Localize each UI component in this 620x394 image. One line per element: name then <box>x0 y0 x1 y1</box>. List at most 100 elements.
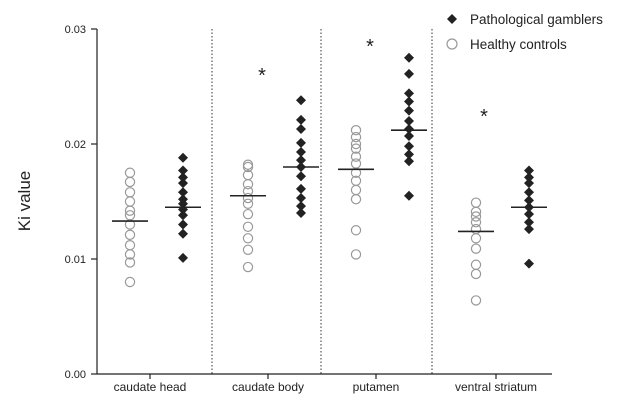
data-point-pathological-gamblers <box>296 171 306 182</box>
significance-marker-ventral-striatum: * <box>480 106 488 128</box>
data-point-pathological-gamblers <box>296 137 306 148</box>
data-point-pathological-gamblers <box>178 210 188 221</box>
data-point-pathological-gamblers <box>296 201 306 212</box>
legend-label-healthy-controls: Healthy controls <box>470 37 567 52</box>
category-separators <box>211 29 433 374</box>
data-point-healthy-controls <box>470 216 482 228</box>
data-point-pathological-gamblers <box>524 178 534 189</box>
data-point-healthy-controls <box>470 259 482 270</box>
data-point-healthy-controls <box>350 167 362 178</box>
data-point-pathological-gamblers <box>404 190 414 201</box>
data-point-healthy-controls <box>242 221 254 232</box>
y-tick-label: 0.03 <box>65 24 86 36</box>
data-point-pathological-gamblers <box>296 193 306 204</box>
data-point-healthy-controls <box>124 167 136 178</box>
y-tick-label: 0.00 <box>65 369 86 381</box>
data-point-healthy-controls <box>470 295 482 306</box>
legend-marker-healthy-controls <box>446 38 458 50</box>
data-point-pathological-gamblers <box>178 152 188 163</box>
data-point-healthy-controls <box>242 244 254 255</box>
data-point-healthy-controls <box>242 192 254 204</box>
median-lines <box>112 129 547 233</box>
data-point-healthy-controls <box>242 233 254 244</box>
data-point-healthy-controls <box>124 187 136 198</box>
data-point-pathological-gamblers <box>404 149 414 160</box>
data-point-healthy-controls <box>124 229 136 241</box>
data-point-pathological-gamblers <box>524 209 534 220</box>
x-ticks: caudate head caudate body putamen ventral s… <box>114 374 537 394</box>
data-point-healthy-controls <box>124 239 136 251</box>
y-axis: 0.00 0.01 0.02 0.03 Ki value <box>15 24 98 381</box>
data-point-pathological-gamblers <box>404 88 414 99</box>
data-point-pathological-gamblers <box>178 198 188 209</box>
data-point-healthy-controls <box>124 219 136 230</box>
y-tick-label: 0.02 <box>65 139 86 151</box>
data-point-pathological-gamblers <box>524 195 534 206</box>
data-point-healthy-controls <box>124 249 136 260</box>
x-tick-label-ventral-striatum: ventral striatum <box>455 380 537 394</box>
data-point-healthy-controls <box>470 223 482 235</box>
y-axis-title: Ki value <box>15 171 34 231</box>
data-point-pathological-gamblers <box>178 178 188 189</box>
data-point-healthy-controls <box>242 161 254 173</box>
data-point-healthy-controls <box>242 208 254 220</box>
data-point-pathological-gamblers <box>404 141 414 152</box>
y-tick-label: 0.01 <box>65 254 86 266</box>
legend-marker-pathological-gamblers <box>447 14 457 24</box>
significance-marker-caudate-body: * <box>258 65 266 87</box>
data-point-pathological-gamblers <box>296 124 306 135</box>
legend-label-pathological-gamblers: Pathological gamblers <box>470 12 603 27</box>
data-point-healthy-controls <box>350 184 362 196</box>
data-point-healthy-controls <box>350 138 362 150</box>
data-point-pathological-gamblers <box>524 187 534 198</box>
data-point-pathological-gamblers <box>524 224 534 235</box>
data-point-pathological-gamblers <box>178 165 188 176</box>
data-point-pathological-gamblers <box>178 219 188 230</box>
data-point-pathological-gamblers <box>524 172 534 183</box>
data-marks <box>124 52 534 306</box>
data-point-pathological-gamblers <box>524 258 534 269</box>
data-point-pathological-gamblers <box>296 147 306 158</box>
legend: Pathological gamblers Healthy controls <box>446 12 603 52</box>
x-axis: caudate head caudate body putamen ventral s… <box>97 373 552 394</box>
data-point-healthy-controls <box>470 206 482 218</box>
data-point-healthy-controls <box>242 179 254 190</box>
significance-marker-putamen: * <box>366 36 374 58</box>
data-point-healthy-controls <box>124 276 136 288</box>
y-ticks: 0.00 0.01 0.02 0.03 <box>65 24 97 381</box>
data-point-pathological-gamblers <box>178 187 188 198</box>
data-point-healthy-controls <box>350 124 362 136</box>
data-point-healthy-controls <box>124 257 136 268</box>
significance-markers: * * * <box>258 36 488 128</box>
data-point-healthy-controls <box>470 197 482 208</box>
data-point-pathological-gamblers <box>296 155 306 166</box>
data-point-pathological-gamblers <box>178 228 188 239</box>
data-point-healthy-controls <box>350 158 362 169</box>
data-point-pathological-gamblers <box>404 124 414 135</box>
data-point-pathological-gamblers <box>178 172 188 183</box>
data-point-pathological-gamblers <box>404 52 414 63</box>
data-point-healthy-controls <box>124 176 136 188</box>
x-tick-label-putamen: putamen <box>353 380 400 394</box>
x-tick-label-caudate-head: caudate head <box>114 380 187 394</box>
data-point-pathological-gamblers <box>404 96 414 107</box>
data-point-healthy-controls <box>350 143 362 154</box>
data-point-healthy-controls <box>124 196 136 207</box>
x-tick-label-caudate-body: caudate body <box>232 380 304 394</box>
data-point-pathological-gamblers <box>296 114 306 125</box>
data-point-healthy-controls <box>470 211 482 222</box>
data-point-healthy-controls <box>350 193 362 205</box>
data-point-healthy-controls <box>470 243 482 254</box>
data-point-pathological-gamblers <box>178 252 188 263</box>
data-point-healthy-controls <box>242 261 254 273</box>
data-point-pathological-gamblers <box>524 165 534 176</box>
data-point-pathological-gamblers <box>524 217 534 228</box>
data-point-healthy-controls <box>350 249 362 260</box>
data-point-healthy-controls <box>350 151 362 162</box>
data-point-pathological-gamblers <box>404 130 414 141</box>
data-point-pathological-gamblers <box>296 95 306 106</box>
data-point-healthy-controls <box>242 159 254 170</box>
data-point-pathological-gamblers <box>404 156 414 167</box>
data-point-pathological-gamblers <box>296 208 306 218</box>
